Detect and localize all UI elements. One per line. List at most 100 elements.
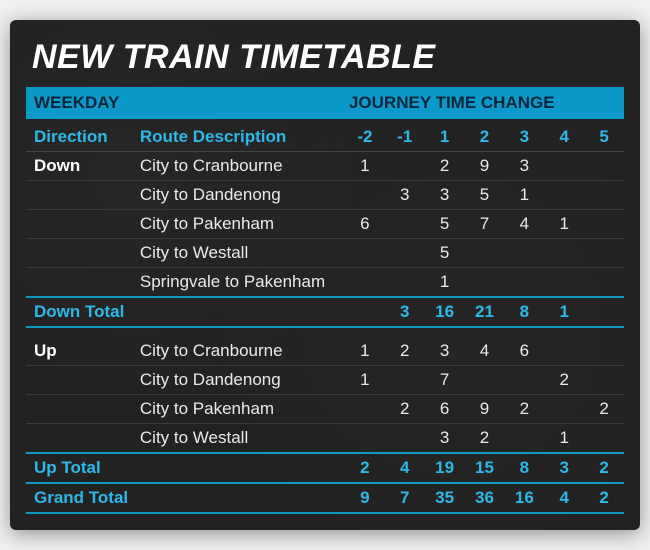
cell-value — [385, 239, 425, 268]
cell-value: 1 — [544, 210, 584, 239]
col-change-2: 1 — [425, 119, 465, 152]
col-route: Route Description — [136, 119, 345, 152]
cell-value: 2 — [584, 483, 624, 513]
weekday-spacer — [136, 87, 345, 119]
grand-total-spacer — [136, 483, 345, 513]
cell-value — [504, 239, 544, 268]
cell-value — [345, 239, 385, 268]
cell-value: 4 — [385, 453, 425, 483]
cell-value: 2 — [544, 366, 584, 395]
subtotal-label: Down Total — [26, 297, 136, 327]
cell-value — [385, 424, 425, 454]
cell-value: 1 — [544, 297, 584, 327]
cell-value: 2 — [385, 395, 425, 424]
direction-cell — [26, 210, 136, 239]
cell-value — [504, 268, 544, 298]
cell-value — [465, 239, 505, 268]
cell-value: 1 — [345, 366, 385, 395]
cell-value — [584, 268, 624, 298]
cell-value: 5 — [425, 239, 465, 268]
top-header-row: WEEKDAY JOURNEY TIME CHANGE — [26, 87, 624, 119]
timetable-table: WEEKDAY JOURNEY TIME CHANGE Direction Ro… — [26, 87, 624, 514]
cell-value — [385, 268, 425, 298]
cell-value — [345, 181, 385, 210]
direction-cell: Down — [26, 152, 136, 181]
col-change-5: 4 — [544, 119, 584, 152]
col-change-4: 3 — [504, 119, 544, 152]
route-cell: City to Pakenham — [136, 395, 345, 424]
route-cell: City to Cranbourne — [136, 152, 345, 181]
cell-value — [544, 239, 584, 268]
direction-cell — [26, 366, 136, 395]
cell-value: 1 — [345, 337, 385, 366]
cell-value — [584, 366, 624, 395]
cell-value: 21 — [465, 297, 505, 327]
cell-value: 4 — [544, 483, 584, 513]
cell-value: 5 — [425, 210, 465, 239]
cell-value — [504, 366, 544, 395]
cell-value — [584, 297, 624, 327]
table-row: City to Pakenham26922 — [26, 395, 624, 424]
cell-value: 2 — [584, 395, 624, 424]
route-cell: City to Dandenong — [136, 181, 345, 210]
direction-cell: Up — [26, 337, 136, 366]
cell-value — [544, 181, 584, 210]
subtotal-spacer — [136, 453, 345, 483]
cell-value: 2 — [425, 152, 465, 181]
cell-value — [465, 268, 505, 298]
cell-value — [544, 337, 584, 366]
cell-value: 2 — [345, 453, 385, 483]
direction-cell — [26, 395, 136, 424]
route-cell: City to Pakenham — [136, 210, 345, 239]
route-cell: City to Westall — [136, 239, 345, 268]
cell-value: 1 — [345, 152, 385, 181]
col-change-6: 5 — [584, 119, 624, 152]
cell-value — [465, 366, 505, 395]
direction-cell — [26, 239, 136, 268]
col-change-0: -2 — [345, 119, 385, 152]
cell-value — [345, 424, 385, 454]
cell-value — [584, 181, 624, 210]
cell-value: 15 — [465, 453, 505, 483]
cell-value — [385, 152, 425, 181]
cell-value: 7 — [385, 483, 425, 513]
cell-value: 3 — [544, 453, 584, 483]
table-row: City to Westall321 — [26, 424, 624, 454]
cell-value: 3 — [385, 181, 425, 210]
table-row: Springvale to Pakenham 1 — [26, 268, 624, 298]
cell-value: 7 — [425, 366, 465, 395]
cell-value: 2 — [465, 424, 505, 454]
cell-value — [584, 424, 624, 454]
cell-value — [345, 268, 385, 298]
table-row: City to Westall 5 — [26, 239, 624, 268]
subtotal-label: Up Total — [26, 453, 136, 483]
cell-value: 16 — [504, 483, 544, 513]
cell-value: 9 — [345, 483, 385, 513]
table-row: City to Pakenham65741 — [26, 210, 624, 239]
route-cell: Springvale to Pakenham — [136, 268, 345, 298]
table-row: UpCity to Cranbourne12346 — [26, 337, 624, 366]
table-body: DownCity to Cranbourne1293City to Danden… — [26, 152, 624, 514]
cell-value — [584, 152, 624, 181]
col-direction: Direction — [26, 119, 136, 152]
section-spacer — [26, 327, 624, 337]
cell-value: 3 — [425, 181, 465, 210]
cell-value: 1 — [425, 268, 465, 298]
route-cell: City to Cranbourne — [136, 337, 345, 366]
cell-value: 5 — [465, 181, 505, 210]
cell-value — [504, 424, 544, 454]
cell-value: 6 — [425, 395, 465, 424]
table-row: City to Dandenong172 — [26, 366, 624, 395]
cell-value: 9 — [465, 152, 505, 181]
cell-value: 8 — [504, 453, 544, 483]
cell-value — [584, 210, 624, 239]
subtotal-row: Down Total3162181 — [26, 297, 624, 327]
subtotal-row: Up Total241915832 — [26, 453, 624, 483]
cell-value: 4 — [504, 210, 544, 239]
cell-value — [544, 268, 584, 298]
cell-value: 4 — [465, 337, 505, 366]
cell-value: 3 — [504, 152, 544, 181]
cell-value — [584, 337, 624, 366]
table-row: DownCity to Cranbourne1 293 — [26, 152, 624, 181]
col-change-3: 2 — [465, 119, 505, 152]
